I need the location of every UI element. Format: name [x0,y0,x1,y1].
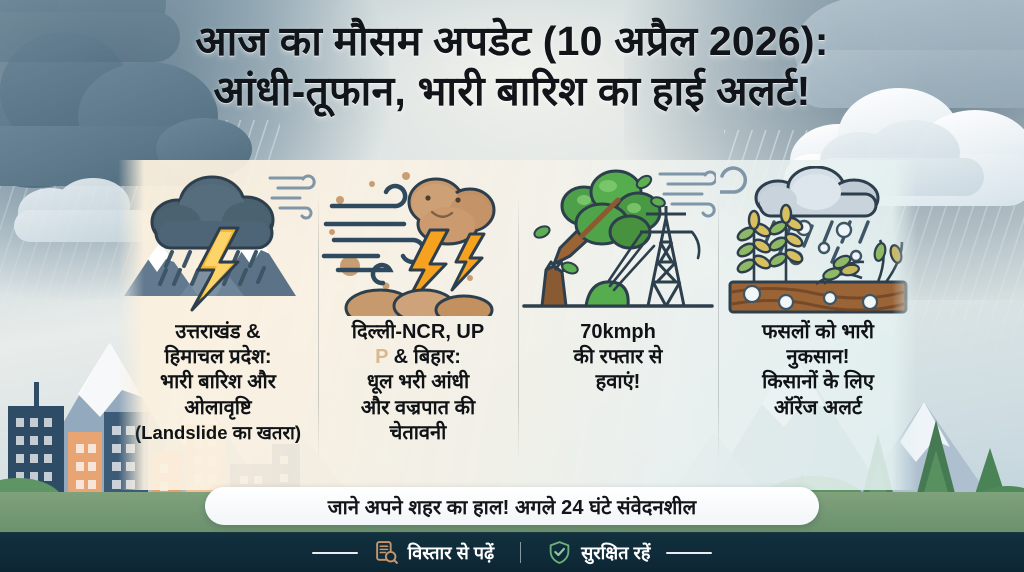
caption-line: हिमाचल प्रदेश: [164,346,272,369]
caption-line: की रफ्तार से [573,346,663,369]
city-forecast-banner[interactable]: जाने अपने शहर का हाल! अगले 24 घंटे संवेद… [205,487,819,525]
caption-line: चेतावनी [389,421,447,444]
document-search-icon [375,541,398,564]
shield-check-icon [549,541,570,564]
read-more-cta[interactable]: विस्तार से पढ़ें [374,540,494,565]
caption-line: 70kmph [580,321,656,343]
panel-crop-damage[interactable]: फसलों को भारी नुकसान! किसानों के लिए ऑरे… [718,160,918,490]
panel-caption-delhi: दिल्ली-NCR, UP P & बिहार: धूल भरी आंधी औ… [348,320,488,446]
footer-bar: विस्तार से पढ़ें सुरक्षित रहें [0,532,1024,572]
title-line-2: आंधी-तूफान, भारी बारिश का हाई अलर्ट! [213,68,811,115]
caption-line: नुकसान! [786,346,850,369]
caption-line: ओलावृष्टि [184,396,252,419]
stay-safe-cta[interactable]: सुरक्षित रहें [547,540,650,565]
thunderstorm-over-mountains-icon [120,166,316,316]
caption-subnote: (Landslide का खतरा) [135,421,301,443]
footer-dash-right [666,551,713,554]
footer-dash-left [311,551,358,554]
fallen-tree-power-pylon-icon [520,166,718,316]
caption-ghost-letter: P [375,346,389,369]
panel-delhi-up-bihar[interactable]: दिल्ली-NCR, UP P & बिहार: धूल भरी आंधी औ… [318,160,518,490]
alert-panels: उत्तराखंड & हिमाचल प्रदेश: भारी बारिश और… [118,160,918,490]
crop-damage-hail-rain-icon [718,165,916,316]
caption-line: दिल्ली-NCR, UP [351,321,485,343]
panel-caption-wind: 70kmph की रफ्तार से हवाएं! [570,320,667,396]
read-more-label: विस्तार से पढ़ें [407,542,495,563]
banner-text: जाने अपने शहर का हाल! अगले 24 घंटे संवेद… [327,496,697,519]
caption-line: भारी बारिश और [160,371,276,394]
footer-divider [520,542,522,563]
stay-safe-label: सुरक्षित रहें [581,542,651,563]
page-title: आज का मौसम अपडेट (10 अप्रैल 2026): आंधी-… [0,16,1024,116]
caption-line: फसलों को भारी [762,321,874,343]
title-line-1: आज का मौसम अपडेट (10 अप्रैल 2026): [195,18,829,64]
caption-line-with-artifact: P & बिहार: [352,345,484,370]
panel-caption-crops: फसलों को भारी नुकसान! किसानों के लिए ऑरे… [758,320,878,421]
caption-line: ऑरेंज अलर्ट [774,396,862,419]
dust-storm-lightning-icon [320,166,516,328]
caption-line: & बिहार: [393,346,461,369]
caption-line: धूल भरी आंधी [366,371,470,394]
panel-caption-uttarakhand: उत्तराखंड & हिमाचल प्रदेश: भारी बारिश और… [131,320,305,444]
panel-uttarakhand-himachal[interactable]: उत्तराखंड & हिमाचल प्रदेश: भारी बारिश और… [118,160,318,490]
caption-line: और वज्रपात की [360,396,476,419]
caption-line: उत्तराखंड & [175,321,261,343]
caption-line: किसानों के लिए [762,371,874,394]
caption-line: हवाएं! [595,371,641,394]
panel-wind-speed[interactable]: 70kmph की रफ्तार से हवाएं! [518,160,718,490]
